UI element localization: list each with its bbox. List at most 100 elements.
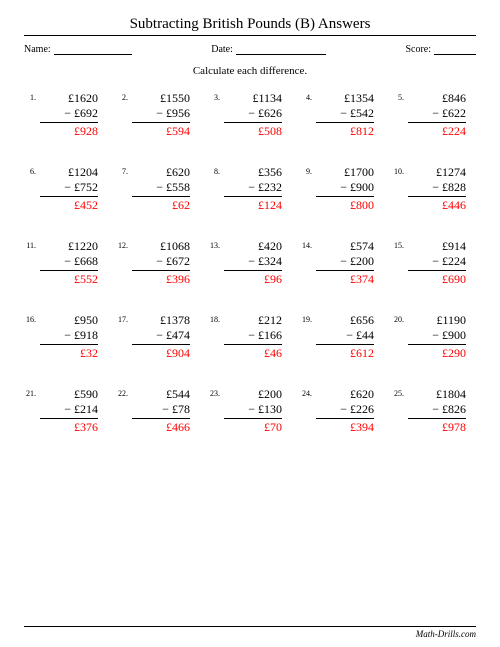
answer: £32 bbox=[40, 345, 98, 361]
problem-number: 14. bbox=[300, 239, 312, 250]
page-title: Subtracting British Pounds (B) Answers bbox=[24, 16, 476, 33]
problem-number: 11. bbox=[24, 239, 36, 250]
problem: 21. £590− £214£376 bbox=[24, 387, 108, 435]
answer: £552 bbox=[40, 271, 98, 287]
problem: 4.£1354− £542£812 bbox=[300, 91, 384, 139]
problem-number: 12. bbox=[116, 239, 128, 250]
subtrahend: − £900 bbox=[408, 328, 466, 345]
problem-number: 5. bbox=[392, 91, 404, 102]
problem-number: 13. bbox=[208, 239, 220, 250]
minuend: £1804 bbox=[408, 387, 466, 402]
subtrahend: − £956 bbox=[132, 106, 190, 123]
problem-stack: £1220− £668£552 bbox=[40, 239, 98, 287]
problem-stack: £950− £918£32 bbox=[40, 313, 98, 361]
problem: 8.£356− £232£124 bbox=[208, 165, 292, 213]
problem: 3.£1134− £626£508 bbox=[208, 91, 292, 139]
problem-number: 7. bbox=[116, 165, 128, 176]
problem-number: 2. bbox=[116, 91, 128, 102]
problem-stack: £1378− £474£904 bbox=[132, 313, 190, 361]
answer: £70 bbox=[224, 419, 282, 435]
problem-stack: £590− £214£376 bbox=[40, 387, 98, 435]
problem-stack: £1274− £828£446 bbox=[408, 165, 466, 213]
problem-stack: £1204− £752£452 bbox=[40, 165, 98, 213]
subtrahend: − £558 bbox=[132, 180, 190, 197]
problem: 15.£914− £224£690 bbox=[392, 239, 476, 287]
problem: 20. £1190− £900£290 bbox=[392, 313, 476, 361]
problem-number: 4. bbox=[300, 91, 312, 102]
problem-stack: £574− £200£374 bbox=[316, 239, 374, 287]
problem: 12.£1068− £672£396 bbox=[116, 239, 200, 287]
problem: 16. £950− £918£32 bbox=[24, 313, 108, 361]
footer-rule bbox=[24, 626, 476, 627]
problem-number: 20. bbox=[392, 313, 404, 324]
problem-grid: 1.£1620− £692£9282.£1550− £956£5943.£113… bbox=[24, 91, 476, 435]
footer: Math-Drills.com bbox=[0, 626, 500, 639]
problem: 6.£1204− £752£452 bbox=[24, 165, 108, 213]
subtrahend: − £626 bbox=[224, 106, 282, 123]
minuend: £620 bbox=[316, 387, 374, 402]
problem: 24.£620− £226£394 bbox=[300, 387, 384, 435]
minuend: £1378 bbox=[132, 313, 190, 328]
problem-stack: £1700− £900£800 bbox=[316, 165, 374, 213]
answer: £904 bbox=[132, 345, 190, 361]
problem-number: 23. bbox=[208, 387, 220, 398]
problem-number: 8. bbox=[208, 165, 220, 176]
subtrahend: − £668 bbox=[40, 254, 98, 271]
date-field: Date: bbox=[211, 44, 326, 55]
answer: £224 bbox=[408, 123, 466, 139]
problem-number: 19. bbox=[300, 313, 312, 324]
subtrahend: − £826 bbox=[408, 402, 466, 419]
subtrahend: − £324 bbox=[224, 254, 282, 271]
subtrahend: − £232 bbox=[224, 180, 282, 197]
subtrahend: − £78 bbox=[132, 402, 190, 419]
answer: £376 bbox=[40, 419, 98, 435]
subtrahend: − £542 bbox=[316, 106, 374, 123]
answer: £452 bbox=[40, 197, 98, 213]
subtrahend: − £900 bbox=[316, 180, 374, 197]
name-label: Name: bbox=[24, 44, 51, 55]
problem-stack: £620− £226£394 bbox=[316, 387, 374, 435]
subtrahend: − £200 bbox=[316, 254, 374, 271]
problem: 22.£544− £78£466 bbox=[116, 387, 200, 435]
problem-number: 16. bbox=[24, 313, 36, 324]
problem: 10. £1274− £828£446 bbox=[392, 165, 476, 213]
problem-stack: £1804− £826£978 bbox=[408, 387, 466, 435]
subtrahend: − £474 bbox=[132, 328, 190, 345]
minuend: £1274 bbox=[408, 165, 466, 180]
problem: 11. £1220− £668£552 bbox=[24, 239, 108, 287]
minuend: £1204 bbox=[40, 165, 98, 180]
answer: £124 bbox=[224, 197, 282, 213]
problem-stack: £1190− £900£290 bbox=[408, 313, 466, 361]
problem-number: 18. bbox=[208, 313, 220, 324]
problem-stack: £846− £622£224 bbox=[408, 91, 466, 139]
title-rule bbox=[24, 35, 476, 36]
answer: £690 bbox=[408, 271, 466, 287]
answer: £62 bbox=[132, 197, 190, 213]
minuend: £420 bbox=[224, 239, 282, 254]
problem: 9.£1700− £900£800 bbox=[300, 165, 384, 213]
problem-stack: £620− £558£62 bbox=[132, 165, 190, 213]
date-line bbox=[236, 45, 326, 55]
problem-number: 21. bbox=[24, 387, 36, 398]
answer: £612 bbox=[316, 345, 374, 361]
footer-text: Math-Drills.com bbox=[0, 629, 500, 639]
score-line bbox=[434, 45, 476, 55]
subtrahend: − £214 bbox=[40, 402, 98, 419]
subtrahend: − £672 bbox=[132, 254, 190, 271]
minuend: £1134 bbox=[224, 91, 282, 106]
subtrahend: − £44 bbox=[316, 328, 374, 345]
problem-number: 1. bbox=[24, 91, 36, 102]
problem: 13. £420− £324£96 bbox=[208, 239, 292, 287]
problem-stack: £656− £44£612 bbox=[316, 313, 374, 361]
subtrahend: − £226 bbox=[316, 402, 374, 419]
problem: 25.£1804− £826£978 bbox=[392, 387, 476, 435]
answer: £396 bbox=[132, 271, 190, 287]
subtrahend: − £622 bbox=[408, 106, 466, 123]
problem-stack: £420− £324£96 bbox=[224, 239, 282, 287]
problem: 17.£1378− £474£904 bbox=[116, 313, 200, 361]
minuend: £590 bbox=[40, 387, 98, 402]
answer: £446 bbox=[408, 197, 466, 213]
problem-number: 10. bbox=[392, 165, 404, 176]
subtrahend: − £828 bbox=[408, 180, 466, 197]
minuend: £950 bbox=[40, 313, 98, 328]
